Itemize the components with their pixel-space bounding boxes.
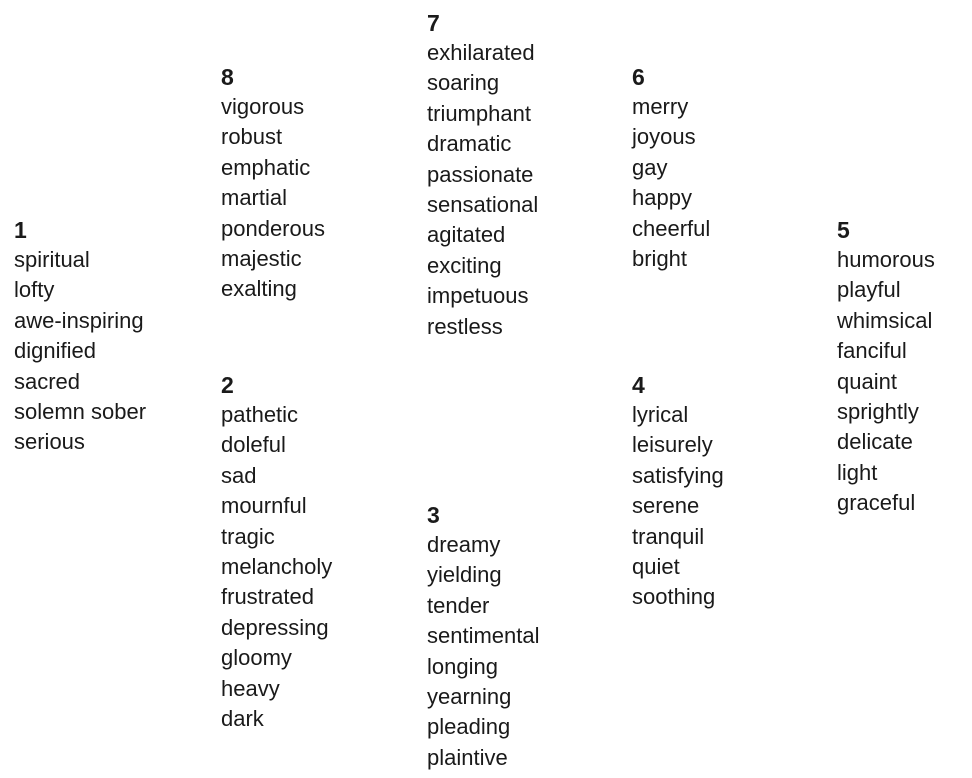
adjective-word: leisurely — [632, 432, 713, 458]
adjective-word: agitated — [427, 222, 506, 248]
adjective-word: tranquil — [632, 523, 705, 549]
adjective-word: yearning — [427, 684, 512, 710]
adjective-word: heavy — [221, 675, 280, 701]
adjective-word: soothing — [632, 584, 716, 610]
cluster-number: 2 — [221, 372, 234, 398]
adjective-word: cheerful — [632, 215, 711, 241]
adjective-word: lofty — [14, 277, 55, 303]
adjective-list: exhilarated soaring triumphant dramatic pass… — [427, 38, 538, 342]
adjective-word: gay — [632, 154, 668, 180]
adjective-word: happy — [632, 185, 692, 211]
cluster-number: 4 — [632, 372, 645, 398]
cluster-number: 1 — [14, 217, 27, 243]
adjective-word: tragic — [221, 523, 275, 549]
adjective-word: vigorous — [221, 94, 305, 119]
adjective-word: robust — [221, 124, 283, 150]
adjective-word: plaintive — [427, 744, 508, 770]
adjective-word: fanciful — [837, 338, 907, 364]
adjective-word: mournful — [221, 493, 307, 519]
adjective-word: solemn sober — [14, 399, 147, 425]
adjective-word: delicate — [837, 429, 913, 455]
cluster-4: 4 lyrical leisurely satisfying serene tranqu… — [632, 370, 724, 613]
adjective-word: graceful — [837, 490, 916, 516]
adjective-word: sensational — [427, 192, 539, 218]
adjective-word: satisfying — [632, 462, 724, 488]
adjective-word: whimsical — [837, 307, 933, 333]
adjective-word: restless — [427, 313, 503, 339]
adjective-word: serene — [632, 493, 700, 519]
adjective-word: quiet — [632, 554, 680, 580]
adjective-word: passionate — [427, 161, 534, 187]
adjective-word: merry — [632, 94, 689, 119]
adjective-word: exciting — [427, 252, 502, 278]
adjective-word: humorous — [837, 247, 935, 272]
adjective-word: sentimental — [427, 623, 540, 649]
adjective-word: light — [837, 459, 878, 485]
adjective-word: yielding — [427, 562, 502, 588]
adjective-word: dramatic — [427, 131, 512, 157]
cluster-5: 5 humorous playful whimsical fanciful quaint… — [837, 215, 935, 519]
adjective-word: melancholy — [221, 554, 333, 580]
adjective-word: pathetic — [221, 402, 299, 427]
adjective-list: dreamy yielding tender sentimental longing ye… — [427, 530, 540, 773]
adjective-word: dark — [221, 706, 264, 732]
adjective-word: doleful — [221, 432, 286, 458]
adjective-word: exalting — [221, 276, 297, 302]
adjective-word: majestic — [221, 246, 302, 272]
adjective-word: exhilarated — [427, 40, 535, 65]
adjective-word: awe-inspiring — [14, 307, 144, 333]
cluster-1: 1 spiritual lofty awe-inspiring dignified sa… — [14, 215, 146, 458]
adjective-list: lyrical leisurely satisfying serene tranquil… — [632, 400, 724, 613]
adjective-word: triumphant — [427, 100, 531, 126]
adjective-word: playful — [837, 277, 901, 303]
adjective-word: serious — [14, 429, 85, 455]
adjective-list: pathetic doleful sad mournful tragic melancho… — [221, 400, 332, 734]
adjective-list: spiritual lofty awe-inspiring dignified sacr… — [14, 245, 146, 458]
cluster-number: 6 — [632, 64, 645, 90]
adjective-list: humorous playful whimsical fanciful quaint sp… — [837, 245, 935, 519]
adjective-word: frustrated — [221, 584, 314, 610]
adjective-word: ponderous — [221, 215, 325, 241]
adjective-word: spiritual — [14, 247, 90, 272]
cluster-number: 3 — [427, 502, 440, 528]
adjective-list: vigorous robust emphatic martial ponderous ma… — [221, 92, 325, 305]
adjective-word: gloomy — [221, 645, 292, 671]
cluster-2: 2 pathetic doleful sad mournful tragic melanc… — [221, 370, 332, 734]
adjective-word: joyous — [632, 124, 696, 150]
cluster-3: 3 dreamy yielding tender sentimental longing… — [427, 500, 540, 773]
adjective-word: longing — [427, 653, 498, 679]
adjective-word: dignified — [14, 338, 96, 364]
adjective-word: martial — [221, 185, 288, 211]
cluster-6: 6 merry joyous gay happy cheerful bright — [632, 62, 710, 274]
cluster-number: 7 — [427, 10, 440, 36]
adjective-word: sad — [221, 462, 257, 488]
cluster-number: 8 — [221, 64, 234, 90]
cluster-8: 8 vigorous robust emphatic martial ponderous… — [221, 62, 325, 305]
adjective-word: depressing — [221, 614, 329, 640]
adjective-word: pleading — [427, 714, 511, 740]
cluster-7: 7 exhilarated soaring triumphant dramatic pa… — [427, 8, 538, 342]
adjective-word: impetuous — [427, 283, 529, 309]
adjective-word: lyrical — [632, 402, 689, 427]
adjective-list: merry joyous gay happy cheerful bright — [632, 92, 710, 274]
adjective-word: dreamy — [427, 532, 501, 557]
adjective-word: sprightly — [837, 399, 919, 425]
adjective-word: soaring — [427, 70, 500, 96]
adjective-word: sacred — [14, 368, 81, 394]
adjective-word: emphatic — [221, 154, 311, 180]
adjective-word: tender — [427, 592, 490, 618]
adjective-word: bright — [632, 246, 688, 272]
adjective-word: quaint — [837, 368, 897, 394]
cluster-number: 5 — [837, 217, 850, 243]
